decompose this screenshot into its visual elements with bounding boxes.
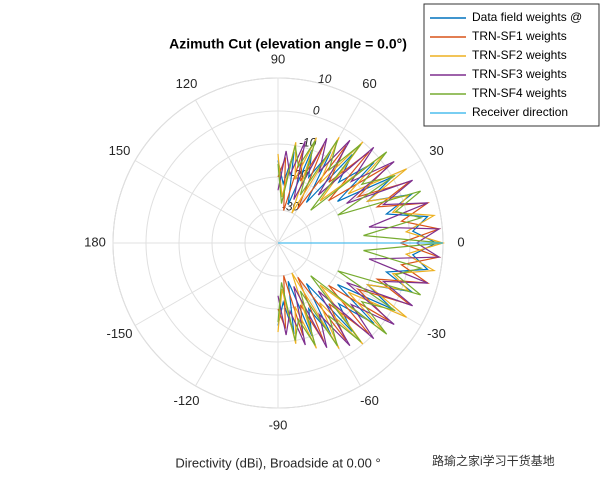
legend-label: Data field weights @ xyxy=(472,10,582,24)
grid-spoke xyxy=(134,160,279,244)
axis-label: Directivity (dBi), Broadside at 0.00 ° xyxy=(175,455,380,470)
legend-label: TRN-SF2 weights xyxy=(472,48,567,62)
legend-label: Receiver direction xyxy=(472,105,568,119)
theta-tick-label: -150 xyxy=(107,326,133,341)
plot-area xyxy=(277,136,446,350)
grid-spoke xyxy=(195,242,279,387)
legend-label: TRN-SF4 weights xyxy=(472,86,567,100)
theta-tick-label: 150 xyxy=(109,143,131,158)
theta-tick-label: 60 xyxy=(362,76,376,91)
legend-label: TRN-SF1 weights xyxy=(472,29,567,43)
theta-tick-label: 180 xyxy=(84,234,106,249)
theta-tick-label: 30 xyxy=(429,143,443,158)
theta-tick-label: -90 xyxy=(269,417,288,432)
legend-label: TRN-SF3 weights xyxy=(472,67,567,81)
grid-spoke xyxy=(195,99,279,244)
theta-tick-label: -60 xyxy=(360,393,379,408)
legend: Data field weights @ TRN-SF1 weights TRN-S… xyxy=(423,3,600,127)
legend-box xyxy=(423,3,600,127)
r-tick-label: 0 xyxy=(313,104,320,118)
theta-tick-label: 90 xyxy=(271,51,285,66)
grid-spoke xyxy=(134,242,279,326)
chart-title: Azimuth Cut (elevation angle = 0.0°) xyxy=(169,36,407,52)
watermark: 路瑜之家i学习干货基地 xyxy=(432,453,555,468)
theta-tick-label: 120 xyxy=(176,76,198,91)
grid-spoke xyxy=(277,242,422,326)
grid-spoke xyxy=(277,160,422,244)
theta-tick-label: -30 xyxy=(427,326,446,341)
r-tick-label: 10 xyxy=(318,72,332,86)
theta-tick-label: -120 xyxy=(173,393,199,408)
theta-tick-label: 0 xyxy=(457,234,464,249)
